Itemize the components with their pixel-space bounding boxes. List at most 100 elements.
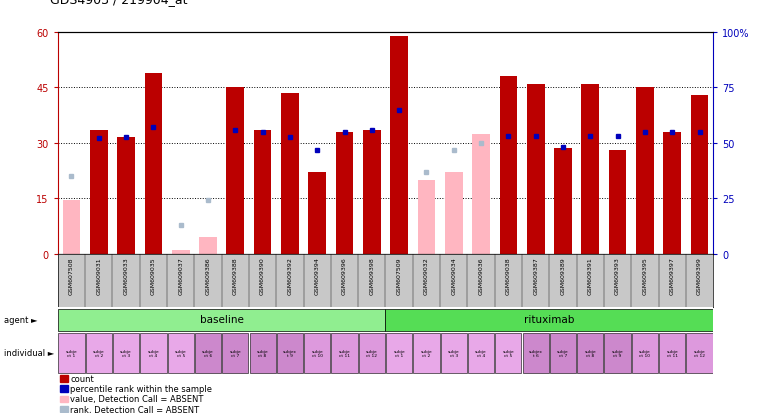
Text: GSM609399: GSM609399 — [697, 256, 702, 294]
Text: GDS4903 / 219904_at: GDS4903 / 219904_at — [50, 0, 187, 6]
Bar — [277, 333, 303, 373]
Text: rituximab: rituximab — [524, 315, 574, 325]
Text: GSM609396: GSM609396 — [342, 256, 347, 294]
Text: GSM609037: GSM609037 — [178, 256, 183, 294]
Bar — [636, 88, 654, 254]
Bar — [62, 201, 80, 254]
Bar — [90, 131, 108, 254]
Bar — [631, 333, 658, 373]
Text: subje
ct 1: subje ct 1 — [66, 349, 77, 357]
Text: individual ►: individual ► — [4, 349, 54, 358]
Bar — [58, 309, 386, 331]
Text: subje
ct 11: subje ct 11 — [338, 349, 350, 357]
Text: subje
ct 8: subje ct 8 — [584, 349, 596, 357]
Bar — [390, 37, 408, 254]
Bar — [308, 173, 326, 254]
Text: GSM609388: GSM609388 — [233, 256, 237, 294]
Bar — [195, 333, 221, 373]
Text: GSM609032: GSM609032 — [424, 256, 429, 294]
Bar — [550, 333, 576, 373]
Text: subjec
t 6: subjec t 6 — [529, 349, 543, 357]
Bar — [386, 309, 713, 331]
Text: GSM609389: GSM609389 — [561, 256, 565, 294]
Text: GSM609397: GSM609397 — [670, 256, 675, 294]
Text: subje
ct 10: subje ct 10 — [311, 349, 323, 357]
Text: baseline: baseline — [200, 315, 244, 325]
Text: GSM609394: GSM609394 — [315, 256, 320, 294]
Bar — [304, 333, 330, 373]
Bar — [59, 375, 68, 382]
Text: GSM609038: GSM609038 — [506, 256, 511, 294]
Bar — [227, 88, 244, 254]
Bar — [441, 333, 467, 373]
Text: subje
ct 4: subje ct 4 — [147, 349, 160, 357]
Bar — [581, 85, 599, 254]
Text: subje
ct 12: subje ct 12 — [694, 349, 705, 357]
Bar — [363, 131, 381, 254]
Bar — [86, 333, 112, 373]
Bar — [445, 173, 463, 254]
Text: subje
ct 1: subje ct 1 — [393, 349, 405, 357]
Bar — [140, 333, 167, 373]
Bar — [113, 333, 140, 373]
Bar — [663, 133, 681, 254]
Bar — [254, 131, 271, 254]
Bar — [59, 333, 85, 373]
Text: subje
ct 2: subje ct 2 — [93, 349, 105, 357]
Bar — [59, 406, 68, 412]
Bar — [609, 151, 627, 254]
Text: rank, Detection Call = ABSENT: rank, Detection Call = ABSENT — [70, 405, 200, 413]
Text: GSM609031: GSM609031 — [96, 256, 101, 294]
Bar — [222, 333, 248, 373]
Bar — [418, 180, 436, 254]
Bar — [500, 77, 517, 254]
Text: subje
ct 5: subje ct 5 — [503, 349, 514, 357]
Text: GSM609033: GSM609033 — [123, 256, 129, 294]
Bar — [527, 85, 544, 254]
Bar — [281, 94, 299, 254]
Text: subje
ct 7: subje ct 7 — [230, 349, 241, 357]
Text: subje
ct 9: subje ct 9 — [611, 349, 624, 357]
Bar — [359, 333, 385, 373]
Bar — [686, 333, 712, 373]
Text: GSM609392: GSM609392 — [288, 256, 292, 294]
Text: subje
ct 3: subje ct 3 — [448, 349, 460, 357]
Text: subje
ct 7: subje ct 7 — [557, 349, 569, 357]
Bar — [172, 250, 190, 254]
Bar — [117, 138, 135, 254]
Bar — [472, 134, 490, 254]
Text: subje
ct 6: subje ct 6 — [202, 349, 214, 357]
Bar — [167, 333, 194, 373]
Bar — [577, 333, 604, 373]
Text: GSM609034: GSM609034 — [451, 256, 456, 294]
Text: subje
ct 11: subje ct 11 — [666, 349, 678, 357]
Text: subjec
t 9: subjec t 9 — [283, 349, 297, 357]
Bar — [604, 333, 631, 373]
Text: subje
ct 5: subje ct 5 — [175, 349, 187, 357]
Bar — [335, 133, 353, 254]
Bar — [659, 333, 685, 373]
Text: subje
ct 3: subje ct 3 — [120, 349, 132, 357]
Bar — [691, 96, 709, 254]
Text: GSM609035: GSM609035 — [151, 256, 156, 294]
Bar — [495, 333, 521, 373]
Bar — [59, 386, 68, 392]
Text: GSM609386: GSM609386 — [206, 256, 210, 294]
Text: GSM609036: GSM609036 — [479, 256, 483, 294]
Text: subje
ct 8: subje ct 8 — [257, 349, 268, 357]
Bar — [413, 333, 439, 373]
Text: percentile rank within the sample: percentile rank within the sample — [70, 384, 213, 393]
Bar — [332, 333, 358, 373]
Text: subje
ct 2: subje ct 2 — [421, 349, 433, 357]
Bar — [554, 149, 572, 254]
Text: subje
ct 4: subje ct 4 — [475, 349, 487, 357]
Bar — [59, 396, 68, 402]
Text: count: count — [70, 374, 94, 383]
Bar — [386, 333, 412, 373]
Text: GSM607509: GSM607509 — [396, 256, 402, 294]
Bar — [250, 333, 276, 373]
Text: agent ►: agent ► — [4, 316, 37, 325]
Text: GSM609395: GSM609395 — [642, 256, 648, 294]
Bar — [144, 74, 162, 254]
Text: GSM607508: GSM607508 — [69, 256, 74, 294]
